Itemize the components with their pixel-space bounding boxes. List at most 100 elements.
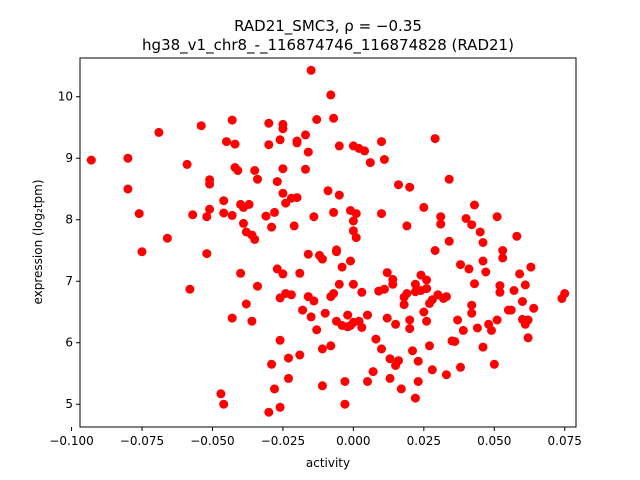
data-point-12 <box>202 212 212 222</box>
data-point-89 <box>326 90 336 100</box>
data-point-62 <box>284 353 293 363</box>
data-point-174 <box>441 370 451 380</box>
data-point-14 <box>205 175 215 185</box>
data-point-42 <box>264 118 274 128</box>
data-point-82 <box>312 325 322 335</box>
data-point-39 <box>253 281 262 291</box>
data-point-156 <box>413 377 423 386</box>
data-point-1 <box>123 153 133 163</box>
data-point-8 <box>185 284 195 294</box>
data-point-148 <box>405 182 415 192</box>
data-point-70 <box>295 268 305 278</box>
data-point-122 <box>363 377 372 386</box>
data-point-88 <box>323 186 333 196</box>
data-point-185 <box>464 264 474 274</box>
data-point-130 <box>377 344 386 354</box>
data-point-115 <box>351 209 361 219</box>
data-point-33 <box>244 199 254 209</box>
data-point-50 <box>275 135 285 145</box>
data-point-129 <box>377 209 386 219</box>
data-point-18 <box>219 399 229 409</box>
data-point-187 <box>467 300 477 310</box>
data-point-126 <box>371 334 381 344</box>
data-point-19 <box>219 196 229 206</box>
data-point-27 <box>236 268 246 278</box>
data-point-55 <box>278 269 288 279</box>
data-point-161 <box>422 316 432 326</box>
data-point-106 <box>343 310 353 320</box>
x-tick-label: −0.025 <box>261 434 305 448</box>
y-tick-label: 6 <box>65 336 73 350</box>
data-points <box>86 65 570 417</box>
data-point-72 <box>301 164 310 174</box>
data-point-98 <box>334 190 344 200</box>
data-point-16 <box>216 389 226 399</box>
data-point-80 <box>309 296 319 306</box>
data-point-133 <box>382 313 392 323</box>
data-point-120 <box>357 287 367 297</box>
data-point-76 <box>303 249 313 259</box>
data-point-154 <box>410 279 420 289</box>
data-point-49 <box>272 177 282 187</box>
data-point-46 <box>270 207 279 217</box>
data-point-119 <box>357 322 367 332</box>
data-point-193 <box>478 342 488 352</box>
data-point-71 <box>298 305 308 315</box>
data-point-163 <box>422 284 432 294</box>
data-point-151 <box>408 346 417 356</box>
data-point-67 <box>292 136 302 146</box>
data-point-209 <box>512 231 522 241</box>
data-point-81 <box>312 115 322 124</box>
data-point-205 <box>498 253 508 263</box>
data-point-190 <box>470 279 479 289</box>
data-point-104 <box>340 377 350 386</box>
data-point-134 <box>382 268 392 278</box>
data-point-131 <box>379 155 389 164</box>
data-point-150 <box>405 324 415 334</box>
data-point-68 <box>292 193 302 203</box>
data-point-152 <box>410 393 420 403</box>
y-tick-label: 9 <box>65 151 73 165</box>
data-point-113 <box>348 216 358 226</box>
data-point-146 <box>402 221 412 231</box>
data-point-7 <box>182 159 192 169</box>
data-point-136 <box>385 373 395 383</box>
data-point-87 <box>320 308 330 318</box>
data-point-139 <box>391 319 401 329</box>
data-point-183 <box>458 325 468 335</box>
data-point-172 <box>436 219 446 229</box>
x-tick-label: 0.025 <box>407 434 441 448</box>
data-point-77 <box>306 65 316 75</box>
data-point-51 <box>275 402 285 412</box>
data-point-73 <box>301 130 310 140</box>
data-point-110 <box>348 226 358 236</box>
data-point-93 <box>329 113 339 123</box>
data-point-84 <box>317 381 327 391</box>
data-point-109 <box>346 256 355 266</box>
data-point-196 <box>481 267 491 277</box>
data-point-23 <box>227 313 237 323</box>
data-point-124 <box>365 158 375 168</box>
data-point-142 <box>394 356 403 366</box>
data-point-44 <box>267 222 277 232</box>
x-tick-label: 0.050 <box>477 434 511 448</box>
data-point-168 <box>430 246 440 255</box>
data-point-92 <box>329 207 339 217</box>
data-point-75 <box>303 147 313 157</box>
data-point-5 <box>154 127 164 137</box>
data-point-171 <box>436 212 446 222</box>
data-point-6 <box>162 233 172 243</box>
data-point-177 <box>444 236 454 246</box>
data-point-162 <box>422 275 432 285</box>
data-point-195 <box>478 238 488 247</box>
data-point-32 <box>241 299 251 309</box>
data-point-166 <box>427 365 437 375</box>
data-point-181 <box>456 260 465 270</box>
y-tick-label: 5 <box>65 397 73 411</box>
data-point-169 <box>430 134 440 144</box>
data-point-145 <box>399 300 409 310</box>
data-point-65 <box>289 221 299 231</box>
data-point-164 <box>425 341 434 351</box>
data-point-58 <box>278 124 288 134</box>
